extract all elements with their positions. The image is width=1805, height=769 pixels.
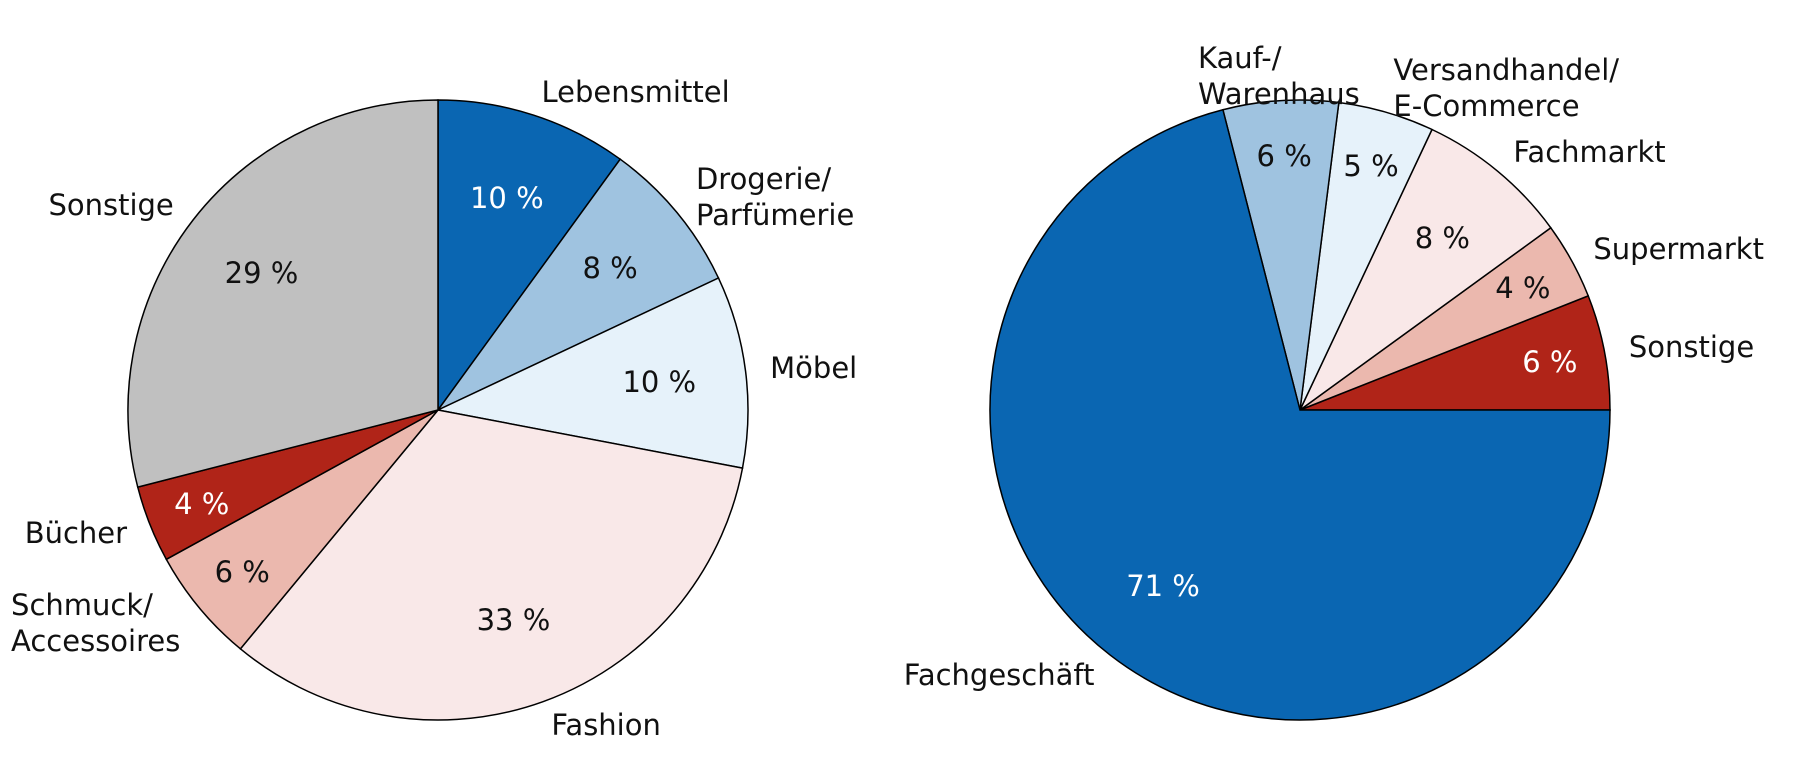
category-label: Lebensmittel [541,74,730,109]
category-label: Sonstige [48,187,174,222]
value-label: 5 % [1343,148,1399,183]
category-label: Supermarkt [1593,231,1764,266]
category-label: Fashion [551,708,661,742]
value-label: 71 % [1126,569,1200,604]
value-label: 8 % [1414,221,1470,256]
pie-slice [989,108,1611,721]
category-label: Fachgeschäft [903,657,1095,692]
value-label: 33 % [476,603,551,637]
value-label: 6 % [214,555,270,590]
category-label: Drogerie/ Parfümerie [695,161,855,232]
category-label: Schmuck/ Accessoires [11,588,181,659]
pie-slice [1299,128,1552,411]
value-label: 8 % [582,250,638,285]
category-label: Fachmarkt [1513,135,1666,170]
pie-slice [437,158,720,411]
value-label: 6 % [1522,345,1578,380]
pie-slice [239,409,744,721]
category-label: Kauf-/ Warenhaus [1197,40,1360,111]
category-label: Möbel [770,351,858,386]
value-label: 4 % [1495,270,1551,305]
category-label: Bücher [24,516,128,551]
value-label: 29 % [224,256,299,291]
pie-slice [127,99,439,489]
pie-slice [435,277,749,469]
category-label: Sonstige [1628,330,1755,365]
value-label: 10 % [622,365,697,400]
pie-slice [437,99,622,413]
category-label: Versandhandel/ E-Commerce [1393,53,1620,124]
value-label: 6 % [1256,139,1312,174]
value-label: 4 % [174,486,230,521]
value-label: 10 % [469,180,544,215]
